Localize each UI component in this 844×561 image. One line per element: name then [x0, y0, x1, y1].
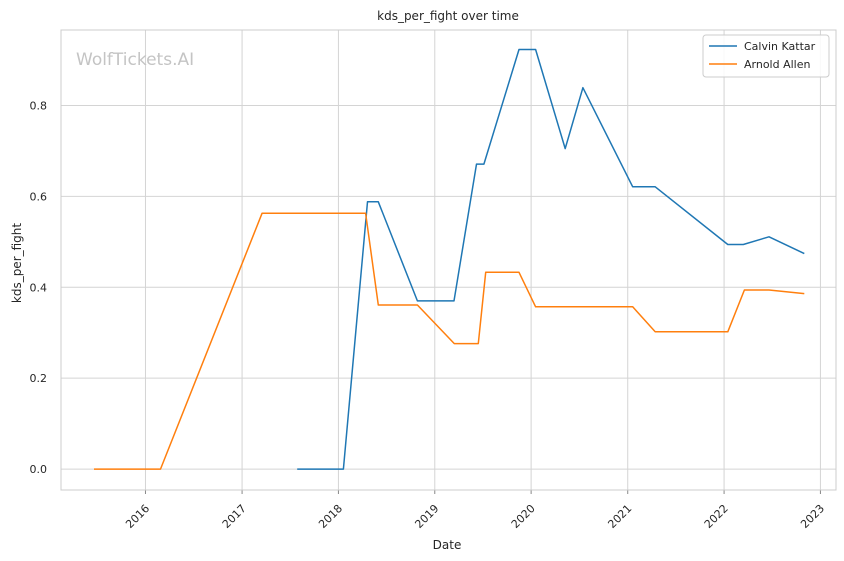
series — [94, 48, 805, 470]
series-line-1 — [297, 48, 805, 470]
legend-label: Arnold Allen — [744, 58, 810, 71]
y-tick-label: 0.0 — [30, 463, 48, 476]
legend-label: Calvin Kattar — [744, 40, 816, 53]
y-tick-label: 0.8 — [30, 99, 48, 112]
chart-title: kds_per_fight over time — [377, 9, 519, 23]
grid — [61, 30, 836, 490]
plot-frame — [60, 29, 837, 491]
y-tick-label: 0.2 — [30, 372, 48, 385]
x-axis-label: Date — [433, 538, 462, 552]
y-axis-label: kds_per_fight — [10, 223, 24, 304]
series-line-2 — [94, 212, 805, 470]
legend: Calvin Kattar Arnold Allen — [702, 34, 830, 78]
y-tick-label: 0.6 — [30, 190, 48, 203]
watermark: WolfTickets.AI — [76, 50, 194, 70]
y-tick-label: 0.4 — [30, 281, 48, 294]
